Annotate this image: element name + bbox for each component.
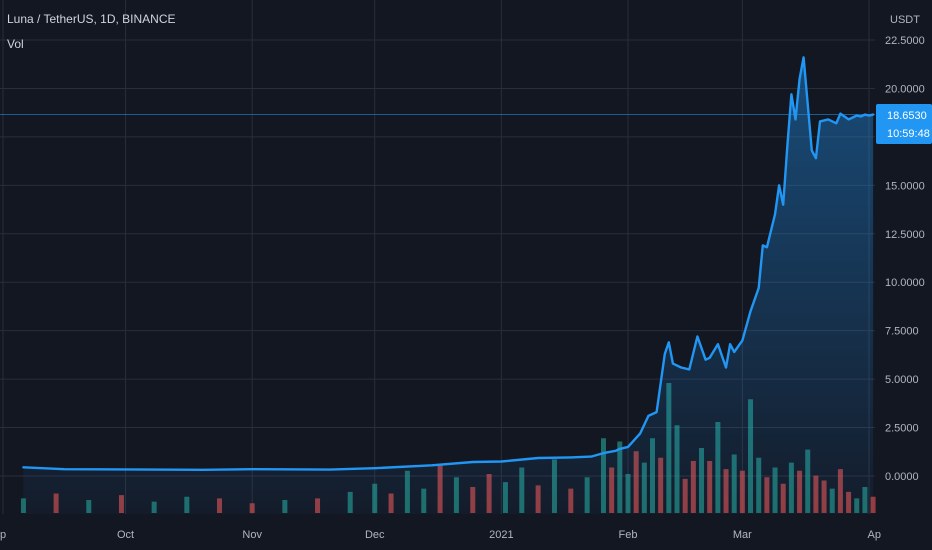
last-price-badge-bg: [876, 104, 932, 144]
price-area-fill: [23, 57, 874, 515]
y-tick-label: 7.5000: [885, 326, 919, 338]
x-tick-label: Mar: [733, 529, 752, 541]
y-tick-label: 15.0000: [885, 180, 925, 192]
x-tick-label: p: [0, 529, 6, 541]
y-tick-label: 20.0000: [885, 83, 925, 95]
x-tick-label: Nov: [242, 529, 262, 541]
y-tick-label: 5.0000: [885, 374, 919, 386]
x-tick-label: Dec: [365, 529, 385, 541]
price-line[interactable]: [22, 56, 875, 471]
last-price-value: 18.6530: [887, 110, 927, 122]
x-tick-label: 2021: [489, 529, 513, 541]
y-tick-label: 12.5000: [885, 229, 925, 241]
volume-indicator-label[interactable]: Vol: [7, 37, 24, 51]
x-tick-label: Ap: [868, 529, 881, 541]
y-tick-label: 0.0000: [885, 471, 919, 483]
countdown-timer: 10:59:48: [887, 128, 930, 140]
chart-title[interactable]: Luna / TetherUS, 1D, BINANCE: [7, 12, 176, 26]
y-tick-label: 22.5000: [885, 35, 925, 47]
x-tick-label: Feb: [619, 529, 638, 541]
last-price-badge[interactable]: 18.6530 10:59:48: [876, 104, 932, 144]
y-tick-label: 10.0000: [885, 277, 925, 289]
y-tick-label: 2.5000: [885, 423, 919, 435]
time-axis[interactable]: p Oct Nov Dec 2021 Feb Mar Ap: [0, 529, 881, 541]
currency-label[interactable]: USDT: [890, 14, 920, 26]
x-tick-label: Oct: [117, 529, 134, 541]
